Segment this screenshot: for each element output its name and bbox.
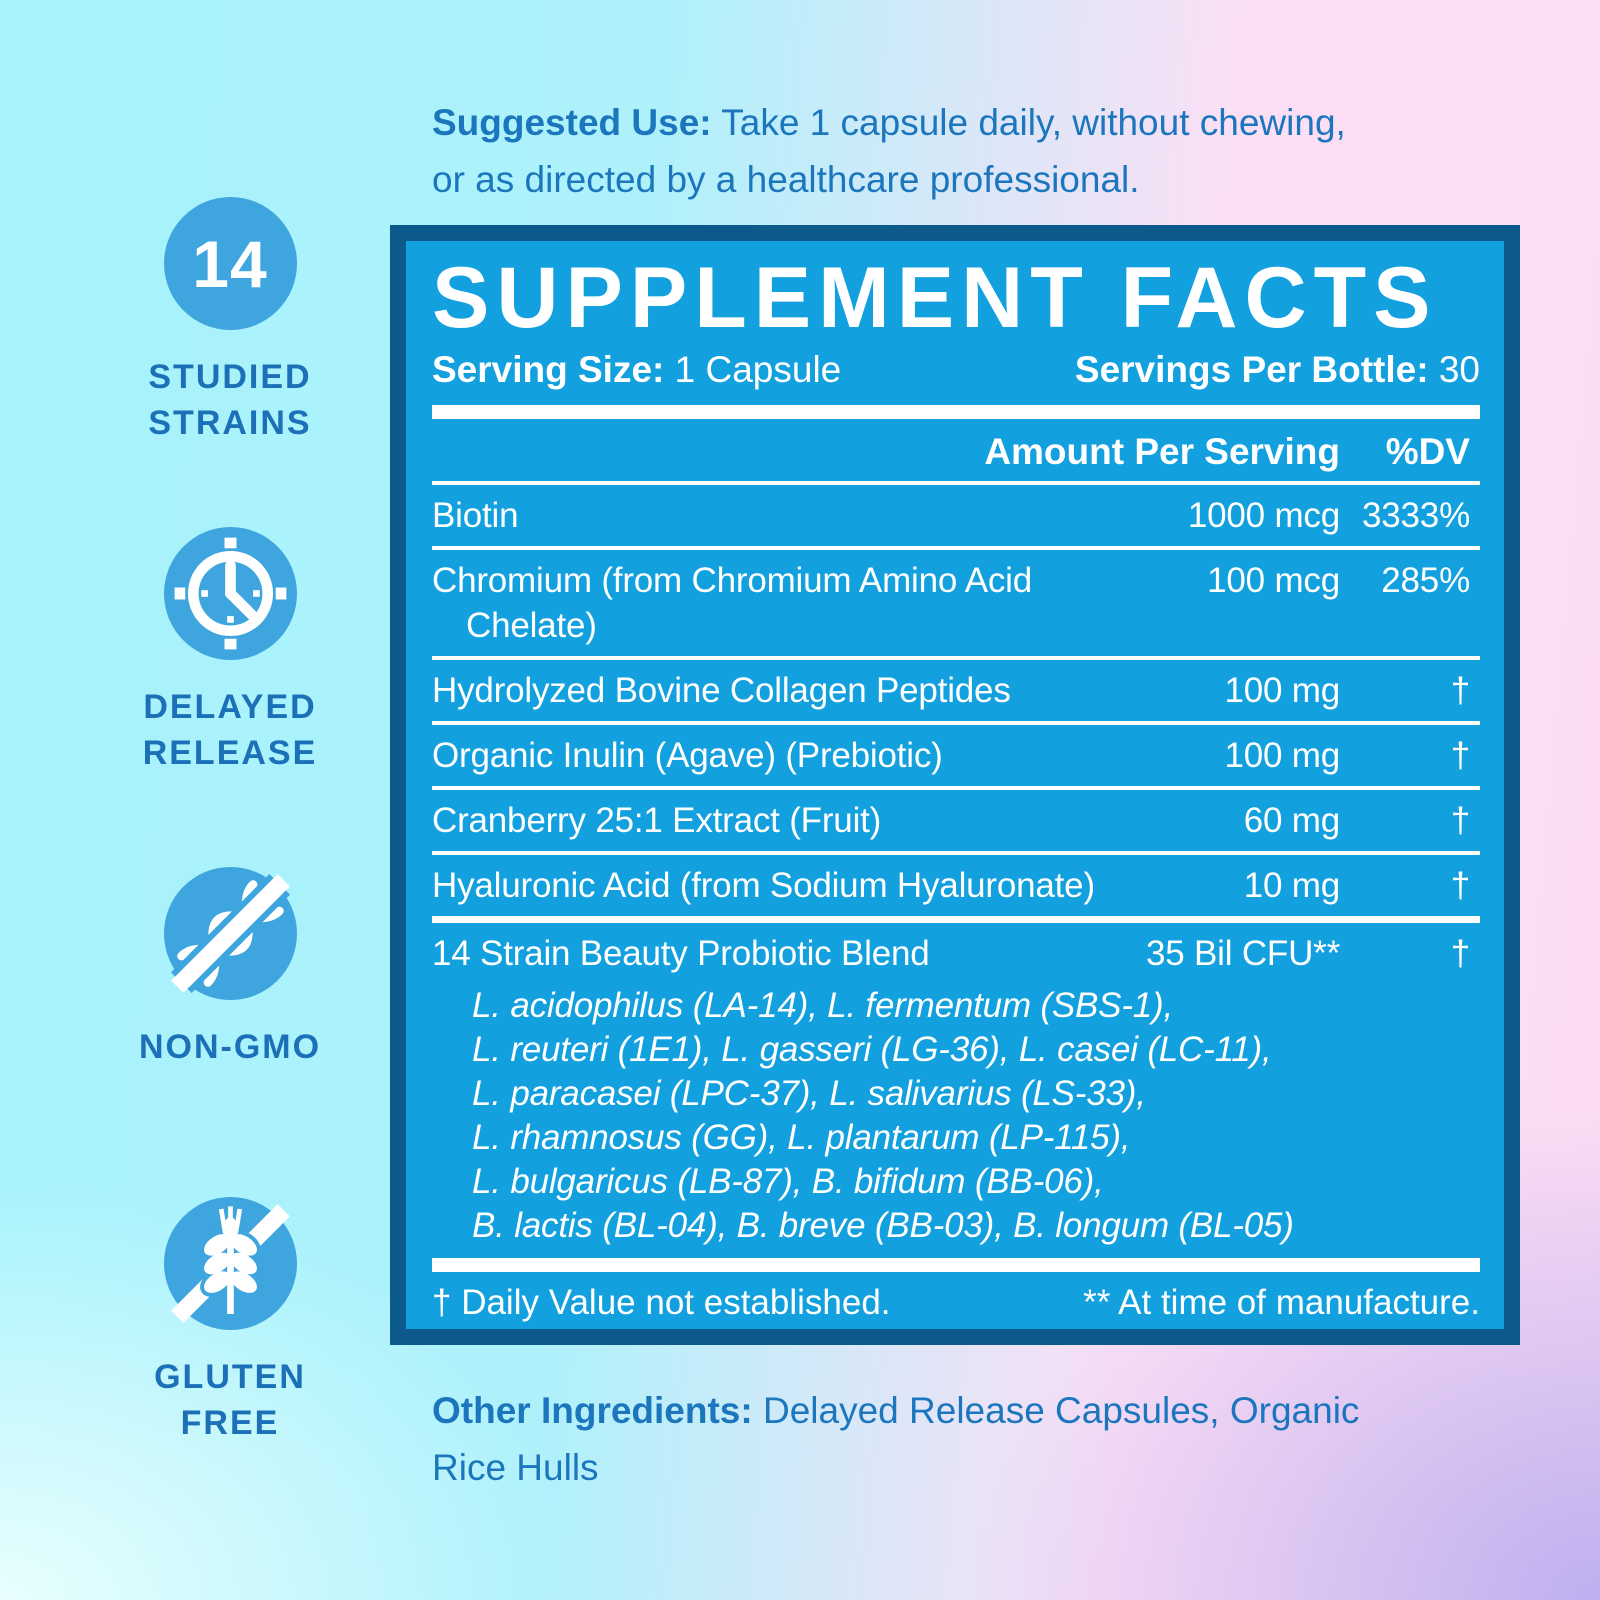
divider-thick <box>432 405 1480 419</box>
column-header-amount: Amount Per Serving <box>984 431 1340 472</box>
serving-info-row: Serving Size: 1 Capsule Servings Per Bot… <box>432 347 1480 393</box>
badge-non-gmo: NON-GMO <box>100 867 360 1070</box>
blend-strain-list: L. acidophilus (LA-14), L. fermentum (SB… <box>432 984 1480 1248</box>
other-ingredients-line2: Rice Hulls <box>432 1447 599 1488</box>
badge-gluten-free: GLUTEN FREE <box>100 1197 360 1446</box>
strain-line: L. reuteri (1E1), L. gasseri (LG-36), L.… <box>472 1030 1272 1069</box>
divider-thin <box>432 656 1480 660</box>
divider-thin <box>432 546 1480 550</box>
badge-delayed-release-label: DELAYED RELEASE <box>142 688 318 772</box>
suggested-use-line2: or as directed by a healthcare professio… <box>432 159 1140 200</box>
badge-non-gmo-label: NON-GMO <box>138 1028 322 1066</box>
table-header-row: Amount Per Serving %DV <box>432 429 1480 481</box>
blend-name: 14 Strain Beauty Probiotic Blend <box>432 934 930 973</box>
badge-studied-strains-label: STUDIED STRAINS <box>148 358 312 442</box>
divider-medium <box>432 916 1480 923</box>
table-row: Hyaluronic Acid (from Sodium Hyaluronate… <box>432 866 1470 905</box>
strain-line: B. lactis (BL-04), B. breve (BB-03), B. … <box>472 1206 1294 1245</box>
divider-thick <box>432 1258 1480 1272</box>
divider-thin <box>432 851 1480 855</box>
suggested-use-label: Suggested Use: <box>432 102 712 143</box>
blend-amount: 35 Bil CFU** <box>1145 934 1340 973</box>
table-row: Organic Inulin (Agave) (Prebiotic) 100 m… <box>432 736 1470 775</box>
strain-count-number: 14 <box>192 226 268 301</box>
divider-thin <box>432 721 1480 725</box>
servings-per-bottle: Servings Per Bottle: 30 <box>1074 349 1480 390</box>
blend-row: 14 Strain Beauty Probiotic Blend 35 Bil … <box>432 923 1480 984</box>
suggested-use-text: Suggested Use: Take 1 capsule daily, wit… <box>432 94 1532 208</box>
strain-line: L. rhamnosus (GG), L. plantarum (LP-115)… <box>472 1118 1131 1157</box>
blend-dv: † <box>1450 934 1470 973</box>
strain-line: L. bulgaricus (LB-87), B. bifidum (BB-06… <box>472 1162 1104 1201</box>
table-row: Biotin 1000 mcg 3333% <box>432 496 1470 535</box>
table-row: Hydrolyzed Bovine Collagen Peptides 100 … <box>432 671 1470 710</box>
badge-delayed-release: DELAYED RELEASE <box>100 527 360 776</box>
footnote-daily-value: † Daily Value not established. <box>432 1283 891 1322</box>
other-ingredients-label: Other Ingredients: <box>432 1390 753 1431</box>
wheat-crossed-icon <box>163 1197 297 1330</box>
footnotes-row: † Daily Value not established. ** At tim… <box>432 1280 1480 1329</box>
suggested-use-line1: Take 1 capsule daily, without chewing, <box>721 102 1346 143</box>
table-row: Chromium (from Chromium Amino Acid Chela… <box>432 561 1470 645</box>
other-ingredients-text: Other Ingredients: Delayed Release Capsu… <box>432 1382 1532 1496</box>
divider-thin <box>432 481 1480 485</box>
supplement-facts-panel: SUPPLEMENT FACTS Serving Size: 1 Capsule… <box>390 225 1520 1345</box>
strain-line: L. acidophilus (LA-14), L. fermentum (SB… <box>472 986 1174 1025</box>
dna-crossed-icon <box>163 867 297 1000</box>
panel-title: SUPPLEMENT FACTS <box>432 250 1438 346</box>
other-ingredients-line1: Delayed Release Capsules, Organic <box>762 1390 1360 1431</box>
strain-count-badge: 14 <box>163 197 297 330</box>
clock-icon <box>163 527 297 660</box>
footnote-manufacture: ** At time of manufacture. <box>1083 1283 1480 1322</box>
divider-thin <box>432 786 1480 790</box>
serving-size: Serving Size: 1 Capsule <box>432 349 842 390</box>
badge-gluten-free-label: GLUTEN FREE <box>154 1358 306 1442</box>
table-row: Cranberry 25:1 Extract (Fruit) 60 mg † <box>432 801 1470 840</box>
badge-studied-strains: 14 STUDIED STRAINS <box>100 197 360 446</box>
column-header-dv: %DV <box>1385 431 1470 472</box>
strain-line: L. paracasei (LPC-37), L. salivarius (LS… <box>472 1074 1146 1113</box>
